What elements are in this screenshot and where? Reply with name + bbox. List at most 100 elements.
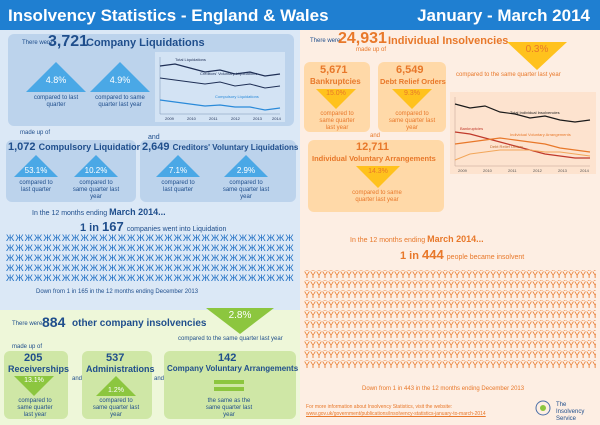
person-orange-icon: ŸŸŸŸŸŸŸŸŸŸŸŸŸŸŸŸŸŸŸŸŸŸŸŸŸŸŸŸŸŸŸŸŸŸŸŸŸŸŸŸ… — [304, 330, 596, 340]
individual-intro: There were — [310, 38, 341, 44]
company-q-label: compared to last quarter — [33, 95, 79, 108]
cva-equal-bar-2 — [214, 387, 244, 391]
other-pct-label: compared to the same quarter last year — [178, 336, 283, 342]
footer-url[interactable]: www.gov.uk/government/publications/insol… — [306, 411, 486, 417]
company-twelve-months: In the 12 months ending March 2014... — [32, 207, 166, 217]
compulsory-y-label: compared to same quarter last year — [72, 180, 120, 200]
chart-legend-iva: Individual Voluntary Arrangements — [510, 132, 571, 137]
admin-label: Administrations — [86, 364, 155, 374]
chart-legend-compulsory: Compulsory Liquidations — [215, 94, 259, 99]
company-ratio: 1 in 167 companies went into Liquidation — [80, 219, 227, 234]
cvl-num: 2,649 — [142, 141, 170, 153]
header-bar: Insolvency Statistics - England & Wales … — [0, 0, 600, 30]
individual-insolvencies-chart: Total Individual Insolvencies Bankruptci… — [450, 92, 596, 174]
other-num: 884 — [42, 314, 66, 330]
chart-legend-total-individual: Total Individual Insolvencies — [510, 110, 560, 115]
iva-cmp: compared to same quarter last year — [352, 190, 402, 203]
total-individual-line — [454, 103, 591, 123]
company-down-text: Down from 1 in 165 in the 12 months endi… — [36, 289, 199, 295]
chart-legend-dro: Debt Relief Orders — [490, 144, 523, 149]
cvl-y-triangle — [224, 155, 268, 177]
bankruptcies-cmp: compared to same quarter last year — [319, 111, 355, 131]
iva-num: 12,711 — [356, 141, 390, 153]
cvl-q-pct: 7.1% — [168, 166, 188, 175]
individual-ratio: 1 in 444 people became insolvent — [400, 247, 525, 262]
admin-cmp: compared to same quarter last year — [92, 398, 140, 418]
chart-year-2012: 2012 — [533, 168, 543, 173]
bankruptcies-line — [454, 131, 590, 159]
individual-made-up-of: made up of — [356, 47, 387, 53]
other-and-2: and — [154, 376, 165, 382]
period-title: January - March 2014 — [417, 6, 590, 25]
receiverships-pct: 13.1% — [24, 377, 44, 384]
person-orange-icon: ŸŸŸŸŸŸŸŸŸŸŸŸŸŸŸŸŸŸŸŸŸŸŸŸŸŸŸŸŸŸŸŸŸŸŸŸŸŸŸŸ… — [304, 340, 596, 350]
cva-box — [164, 351, 296, 419]
cvl-line — [159, 77, 281, 89]
total-liquidations-line — [159, 63, 281, 77]
chart-year-2013: 2013 — [253, 116, 263, 121]
iva-pct: 14.3% — [368, 168, 388, 175]
cva-num: 142 — [218, 352, 237, 364]
iva-triangle — [356, 166, 400, 188]
bankruptcies-triangle — [316, 89, 356, 109]
compulsory-num: 1,072 — [8, 141, 36, 153]
chart-year-2011: 2011 — [209, 116, 218, 121]
admin-num: 537 — [106, 352, 125, 364]
chart-year-2012: 2012 — [231, 116, 241, 121]
company-q-pct: 4.8% — [45, 75, 67, 85]
company-intro: There were — [22, 40, 53, 46]
other-made-up-of: made up of — [12, 344, 43, 350]
receiverships-cmp: compared to same quarter last year — [17, 398, 53, 418]
cvl-y-pct: 2.9% — [236, 166, 256, 175]
individual-pct: 0.3% — [525, 44, 549, 55]
company-y-pct: 4.9% — [109, 75, 131, 85]
compulsory-q-pct: 53.1% — [24, 166, 48, 175]
company-liquidations-chart: Total Liquidations Creditors' Voluntary … — [155, 52, 285, 122]
person-orange-icon: ŸŸŸŸŸŸŸŸŸŸŸŸŸŸŸŸŸŸŸŸŸŸŸŸŸŸŸŸŸŸŸŸŸŸŸŸŸŸŸŸ… — [304, 360, 596, 370]
individual-triangle — [507, 42, 567, 70]
receiverships-num: 205 — [24, 352, 43, 364]
cva-label: Company Voluntary Arrangements — [167, 364, 299, 373]
person-orange-icon: ŸŸŸŸŸŸŸŸŸŸŸŸŸŸŸŸŸŸŸŸŸŸŸŸŸŸŸŸŸŸŸŸŸŸŸŸŸŸŸŸ… — [304, 350, 596, 360]
bankruptcies-num: 5,671 — [320, 64, 348, 76]
other-label: other company insolvencies — [72, 318, 207, 329]
dro-cmp: compared to same quarter last year — [388, 111, 436, 131]
company-made-up-of: made up of — [20, 130, 51, 136]
compulsory-label: Compulsory Liquidations — [38, 142, 148, 152]
company-total: 3,721 — [48, 33, 89, 50]
chart-year-2010: 2010 — [187, 116, 197, 121]
cvl-heading: 2,649 Creditors' Voluntary Liquidations — [142, 141, 298, 153]
chart-year-2011: 2011 — [508, 168, 517, 173]
bankruptcies-label: Bankruptcies — [310, 77, 361, 86]
company-and: and — [148, 134, 160, 141]
iva-label: Individual Voluntary Arrangements — [312, 154, 436, 163]
company-q-triangle — [26, 62, 86, 92]
chart-year-2009: 2009 — [458, 168, 468, 173]
person-orange-icon: ŸŸŸŸŸŸŸŸŸŸŸŸŸŸŸŸŸŸŸŸŸŸŸŸŸŸŸŸŸŸŸŸŸŸŸŸŸŸŸŸ… — [304, 290, 596, 300]
chart-year-2014: 2014 — [580, 168, 590, 173]
company-total-label: Company Liquidations — [86, 37, 205, 49]
other-and-1: and — [72, 376, 83, 382]
chart-year-2014: 2014 — [272, 116, 282, 121]
compulsory-y-pct: 10.2% — [84, 166, 108, 175]
cva-cmp: the same as the same quarter last year — [205, 398, 253, 418]
chart-year-2009: 2009 — [165, 116, 175, 121]
individual-down-text: Down from 1 in 443 in the 12 months endi… — [362, 386, 525, 392]
person-orange-icon: ŸŸŸŸŸŸŸŸŸŸŸŸŸŸŸŸŸŸŸŸŸŸŸŸŸŸŸŸŸŸŸŸŸŸŸŸŸŸŸŸ… — [304, 300, 596, 310]
person-orange-icon: ŸŸŸŸŸŸŸŸŸŸŸŸŸŸŸŸŸŸŸŸŸŸŸŸŸŸŸŸŸŸŸŸŸŸŸŸŸŸŸŸ… — [304, 270, 596, 280]
compulsory-line — [159, 99, 281, 111]
page-title: Insolvency Statistics - England & Wales — [8, 6, 329, 25]
cvl-y-label: compared to same quarter last year — [222, 180, 270, 200]
individual-twelve-months: In the 12 months ending March 2014... — [350, 234, 484, 244]
company-y-label: compared to same quarter last year — [95, 95, 145, 108]
footer-more-info: For more information about Insolvency St… — [306, 404, 453, 410]
receiverships-label: Receiverships — [8, 364, 70, 374]
individual-people-grid: ŸŸŸŸŸŸŸŸŸŸŸŸŸŸŸŸŸŸŸŸŸŸŸŸŸŸŸŸŸŸŸŸŸŸŸŸŸŸŸŸ… — [304, 270, 596, 380]
dro-line — [454, 149, 591, 161]
individual-total-label: Individual Insolvencies — [388, 35, 509, 47]
company-people-grid: ЖЖЖЖЖЖЖЖЖЖЖЖЖЖЖЖЖЖЖЖЖЖЖЖЖЖЖЖЖЖЖ ЖЖЖЖЖЖЖЖЖ… — [6, 233, 294, 283]
